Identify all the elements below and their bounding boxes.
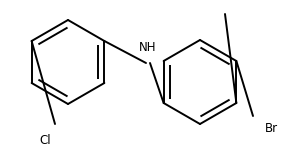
Text: NH: NH (139, 41, 157, 54)
Text: Br: Br (265, 122, 278, 135)
Text: Cl: Cl (39, 134, 51, 147)
